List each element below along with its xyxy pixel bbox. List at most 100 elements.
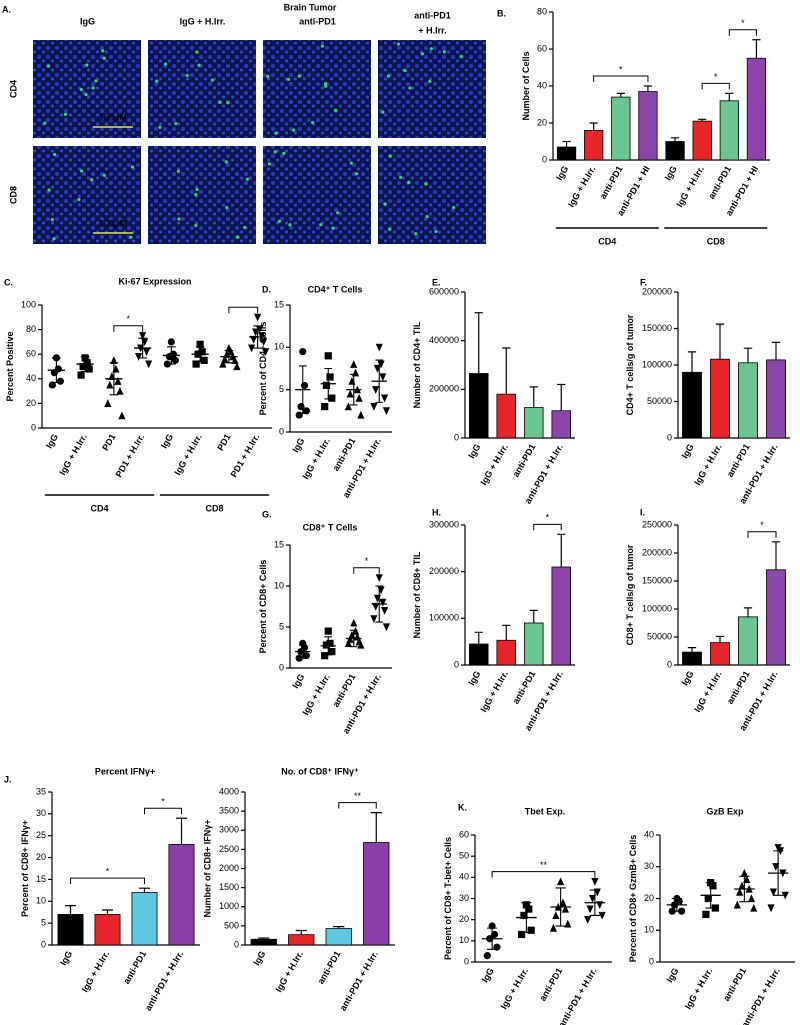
x-tick-label: anti-PD1	[706, 164, 733, 201]
data-point	[377, 586, 385, 595]
cell-marker	[194, 223, 198, 228]
cell-marker	[102, 173, 106, 177]
bar	[468, 373, 489, 439]
y-tick-label: 15	[36, 874, 46, 884]
data-point	[372, 602, 380, 611]
x-tick-label: IgG + H.Irr.	[478, 669, 510, 714]
bar	[710, 642, 730, 666]
data-point	[328, 394, 336, 402]
panel-letter: F.	[640, 277, 647, 287]
cell-marker	[50, 217, 54, 222]
panel-letter: J.	[4, 774, 12, 784]
x-tick-label: anti-PD1	[121, 949, 148, 986]
bar	[468, 643, 489, 666]
x-tick-label: anti-PD1	[316, 949, 343, 986]
data-point	[733, 900, 741, 909]
y-tick-label: 5	[279, 384, 284, 394]
error-bar	[138, 887, 151, 893]
data-point	[381, 394, 389, 403]
error-bar	[502, 624, 511, 641]
data-point	[300, 381, 309, 390]
cell-marker	[43, 121, 47, 125]
data-point	[520, 911, 528, 920]
data-point	[326, 373, 334, 381]
x-tick-label: IgG + H.Irr.	[692, 442, 724, 487]
error-bar	[773, 850, 784, 896]
x-tick-label: IgG + H.Irr.	[566, 164, 598, 209]
y-tick-label: 20	[644, 893, 654, 903]
significance-bracket	[747, 531, 777, 538]
data-point	[299, 347, 307, 356]
error-bar	[486, 927, 498, 950]
error-bar	[589, 889, 601, 916]
data-point	[350, 360, 358, 368]
data-point	[483, 952, 491, 960]
x-tick-label: anti-PD1	[725, 669, 752, 706]
data-point	[110, 356, 118, 364]
micrograph	[148, 146, 256, 244]
y-tick-label: 80	[537, 6, 547, 16]
y-tick-label: 20	[26, 398, 36, 408]
chart-title: GzB Exp	[706, 806, 744, 816]
data-point	[559, 898, 567, 907]
cell-marker	[79, 169, 84, 173]
y-tick-label: 200000	[642, 547, 672, 557]
x-tick-label: anti-PD1	[598, 164, 625, 201]
significance-label: *	[106, 867, 110, 877]
cell-marker	[46, 64, 51, 68]
significance-bracket	[113, 325, 144, 332]
significance-label: **	[354, 791, 362, 801]
y-tick-label: 0	[542, 154, 547, 164]
bar	[692, 120, 712, 161]
micrograph	[263, 40, 371, 138]
data-point	[375, 574, 383, 582]
cell-marker	[224, 160, 228, 164]
significance-bracket	[533, 523, 562, 531]
data-point	[116, 386, 124, 395]
data-point	[736, 887, 744, 896]
y-tick-label: 100	[21, 299, 36, 309]
x-tick-label: IgG	[680, 669, 696, 687]
significance-label: *	[760, 520, 764, 530]
x-tick-label: anti-PD1 + H.Irr.	[740, 966, 782, 1025]
x-tick-label: PD1 + H.Irr.	[114, 432, 147, 479]
y-tick-label: 50	[459, 851, 469, 861]
cell-marker	[429, 47, 434, 51]
error-bar	[258, 937, 270, 940]
cell-marker	[297, 74, 301, 78]
data-point	[490, 930, 499, 939]
cell-marker	[324, 84, 328, 88]
y-tick-label: 40	[537, 80, 547, 90]
panel-letter: G.	[262, 509, 272, 519]
significance-bracket	[228, 306, 259, 314]
bar	[496, 393, 516, 439]
cell-marker	[282, 151, 286, 155]
x-tick-label: IgG	[159, 432, 175, 450]
cell-marker	[90, 178, 94, 182]
cell-marker	[349, 161, 353, 165]
cell-marker	[164, 62, 168, 66]
cell-marker	[266, 74, 270, 78]
x-tick-label: anti-PD1 + H.Irr.	[556, 966, 598, 1025]
x-tick-label: IgG + H.Irr.	[273, 949, 305, 994]
bar	[638, 91, 658, 161]
significance-label: *	[741, 18, 745, 28]
x-tick-label: anti-PD1 + H.Irr.	[338, 949, 380, 1012]
y-tick-label: 40	[26, 373, 36, 383]
data-point	[77, 371, 85, 379]
x-tick-label: anti-PD1	[511, 669, 538, 706]
error-bar	[687, 351, 697, 373]
y-tick-label: 300000	[429, 519, 459, 529]
data-point	[370, 403, 378, 411]
data-point	[83, 359, 91, 367]
data-point	[379, 373, 387, 382]
y-axis-label: CD4+ T cells/g of tumor	[625, 314, 635, 415]
error-bar	[562, 140, 571, 148]
bar	[250, 938, 277, 946]
data-point	[379, 598, 387, 607]
bar	[766, 569, 786, 666]
column-title: + H.Irr.	[418, 25, 446, 35]
error-bar	[80, 356, 90, 372]
x-tick-label: PD1	[100, 432, 117, 452]
cell-marker	[177, 217, 181, 221]
